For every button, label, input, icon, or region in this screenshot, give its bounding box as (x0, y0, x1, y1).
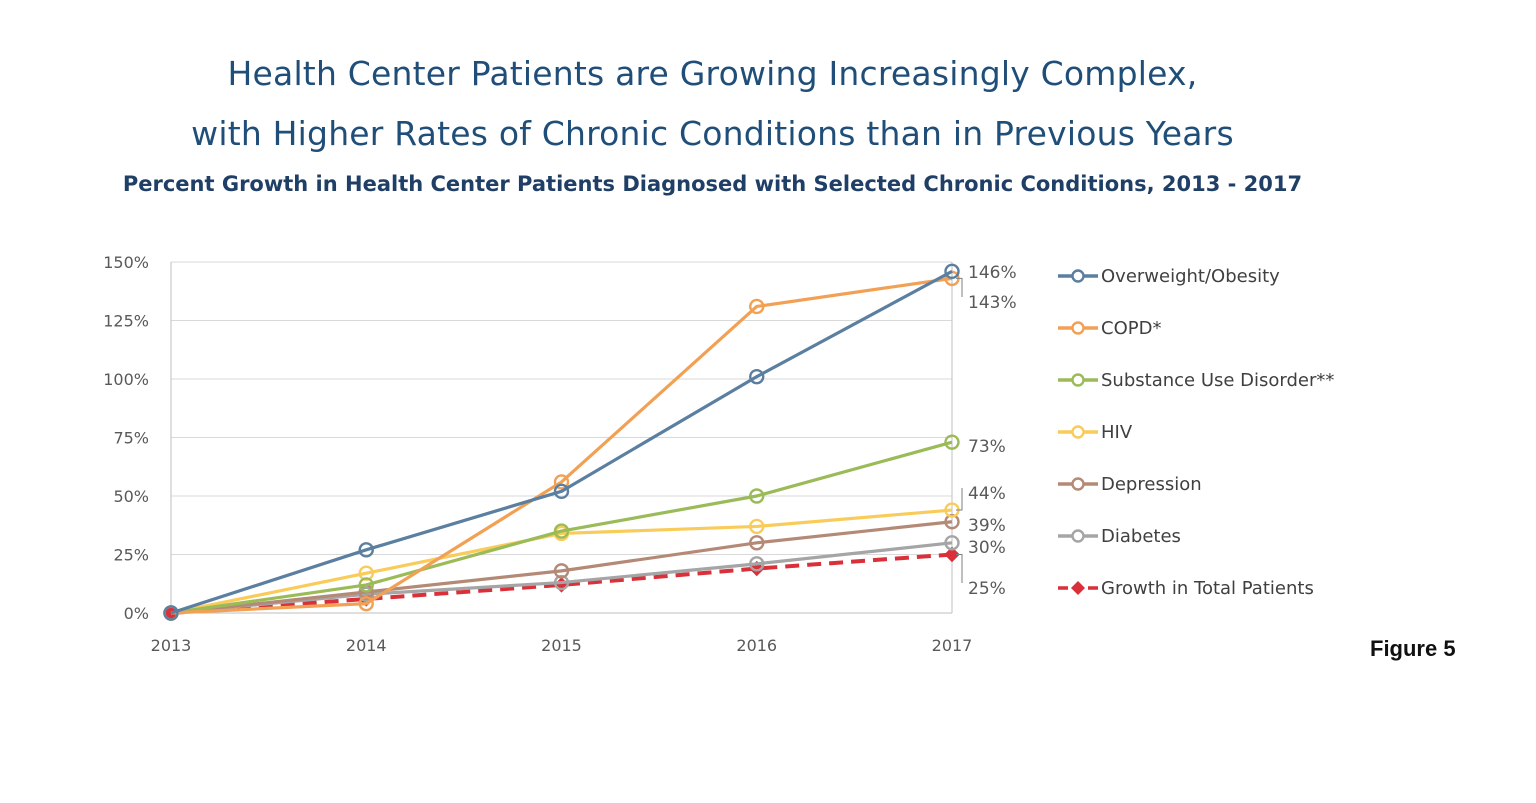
data-point-depression (553, 563, 570, 579)
x-tick-label: 2017 (932, 636, 973, 655)
data-point-overweight-obesity (944, 263, 960, 280)
x-tick-label: 2013 (151, 636, 192, 655)
x-tick-label: 2016 (736, 636, 777, 655)
legend-label: COPD* (1101, 318, 1161, 339)
end-label: 146% (968, 263, 1017, 283)
chart-title-line-2: with Higher Rates of Chronic Conditions … (191, 114, 1234, 153)
series-line-substance-use-disorder (170, 440, 953, 615)
end-label: 25% (968, 579, 1006, 599)
legend-label: Overweight/Obesity (1101, 266, 1280, 287)
data-point-substance-use-disorder (553, 523, 570, 539)
y-tick-label: 0% (124, 604, 149, 623)
end-label-leader (956, 488, 963, 511)
data-point-substance-use-disorder (944, 434, 960, 450)
data-point-depression (749, 535, 765, 551)
end-label: 73% (968, 437, 1006, 457)
chart-subtitle: Percent Growth in Health Center Patients… (122, 172, 1303, 196)
x-tick-label: 2014 (346, 636, 387, 655)
y-tick-label: 125% (103, 312, 149, 331)
legend-marker (1071, 581, 1085, 595)
chart-title-line-1: Health Center Patients are Growing Incre… (227, 54, 1198, 93)
figure-label: Figure 5 (1370, 636, 1456, 661)
data-point-diabetes (553, 574, 570, 591)
legend-label: Growth in Total Patients (1101, 578, 1314, 599)
data-point-overweight-obesity (553, 483, 570, 500)
end-label: 30% (968, 538, 1006, 558)
legend-item: Overweight/Obesity (1058, 266, 1280, 287)
data-point-copd (358, 595, 374, 612)
legend-item: Substance Use Disorder** (1058, 370, 1334, 391)
legend-item: HIV (1058, 422, 1133, 443)
data-point-growth-in-total-patients (944, 546, 960, 563)
data-point-substance-use-disorder (358, 577, 374, 593)
legend-marker (1071, 477, 1085, 491)
y-tick-label: 150% (103, 253, 149, 272)
legend-marker (1071, 529, 1085, 543)
data-point-overweight-obesity (163, 605, 179, 621)
legend-marker (1071, 425, 1085, 439)
legend-label: Substance Use Disorder** (1101, 370, 1334, 391)
data-point-hiv (749, 518, 765, 535)
series-line-copd (170, 276, 953, 615)
data-point-substance-use-disorder (749, 488, 765, 504)
end-label-leader (956, 277, 963, 297)
end-label-leader (956, 554, 963, 583)
y-tick-label: 25% (113, 546, 149, 565)
legend-label: Diabetes (1101, 526, 1181, 547)
series-line-overweight-obesity (170, 269, 953, 615)
data-point-overweight-obesity (358, 542, 374, 558)
end-label: 143% (968, 293, 1017, 313)
legend-label: Depression (1101, 474, 1202, 495)
data-point-copd (553, 474, 570, 490)
end-label: 39% (968, 516, 1006, 536)
data-point-hiv (358, 565, 374, 581)
x-tick-label: 2015 (541, 636, 582, 655)
y-tick-label: 50% (113, 487, 149, 506)
legend-marker (1071, 269, 1085, 283)
legend-marker (1071, 373, 1085, 387)
data-point-diabetes (944, 535, 960, 551)
y-tick-label: 75% (113, 429, 149, 448)
legend-item: Depression (1058, 474, 1202, 495)
legend-item: Diabetes (1058, 526, 1181, 547)
end-label: 44% (968, 484, 1006, 504)
data-point-depression (944, 514, 960, 530)
data-point-diabetes (749, 556, 765, 572)
legend-item: Growth in Total Patients (1058, 578, 1314, 599)
legend-item: COPD* (1058, 318, 1161, 339)
series-line-hiv (170, 508, 953, 615)
data-point-overweight-obesity (749, 368, 765, 385)
series-line-depression (170, 520, 953, 615)
legend-marker (1071, 321, 1085, 335)
legend-label: HIV (1101, 422, 1133, 443)
y-tick-label: 100% (103, 370, 149, 389)
data-point-copd (749, 298, 765, 315)
